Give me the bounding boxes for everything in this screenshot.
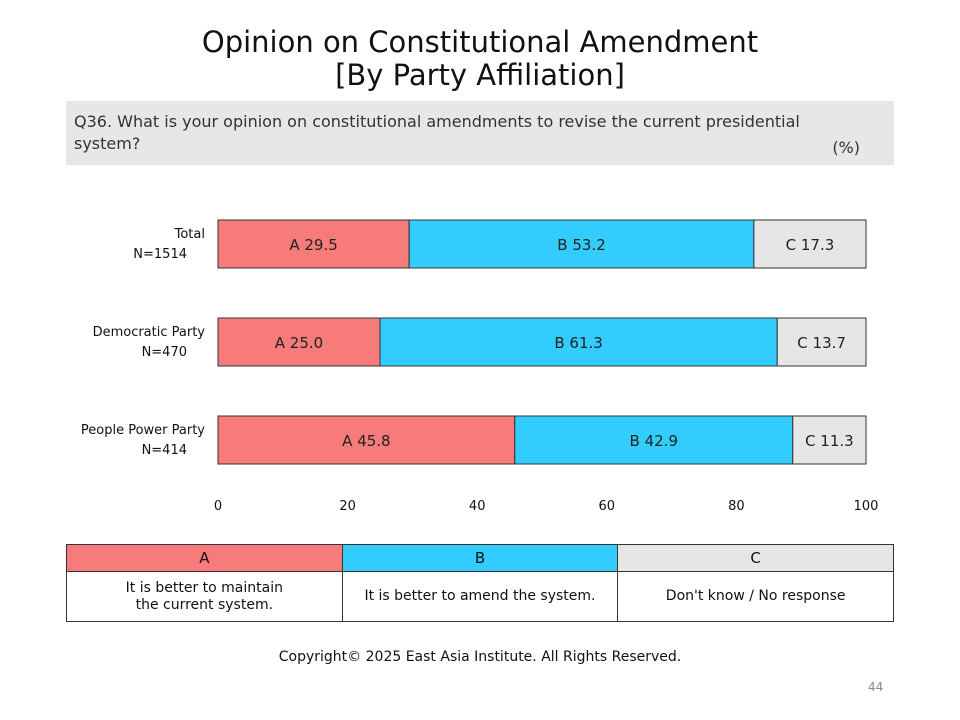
category-n-label: N=470 [142,345,187,360]
x-tick-label: 60 [599,499,616,514]
legend-table: A B C It is better to maintain the curre… [66,544,894,622]
category-label: Democratic Party [93,325,206,340]
page-title: Opinion on Constitutional Amendment [By … [0,26,960,92]
bar-segment-b [408,219,755,269]
title-line-2: [By Party Affiliation] [335,58,625,92]
question-text: Q36. What is your opinion on constitutio… [74,112,800,153]
bar-segment-a [217,219,410,269]
x-tick-label: 40 [469,499,486,514]
bar-segment-b [514,415,794,465]
x-tick-label: 80 [728,499,745,514]
bar-data-label: B 61.3 [554,334,602,352]
question-box: Q36. What is your opinion on constitutio… [66,101,894,165]
category-n-label: N=1514 [133,247,187,262]
bar-data-label: C 11.3 [805,432,854,450]
bar-data-label: B 42.9 [630,432,678,450]
legend-header-a: A [66,544,343,572]
legend-desc-a: It is better to maintain the current sys… [66,571,343,622]
copyright-notice: Copyright© 2025 East Asia Institute. All… [278,649,682,665]
legend-desc-c: Don't know / No response [617,571,894,622]
legend-desc-b: It is better to amend the system. [341,571,619,622]
legend-desc-a-line1: It is better to maintain [125,579,283,596]
category-n-label: N=414 [142,443,187,458]
legend-header-b: B [341,544,619,572]
legend-desc-a-line2: the current system. [135,596,274,613]
bar-segment-c [792,415,867,465]
bar-segment-c [776,317,867,367]
x-tick-label: 0 [214,499,222,514]
bar-segment-a [217,415,516,465]
bar-data-label: A 29.5 [289,236,337,254]
bar-data-label: A 25.0 [275,334,323,352]
stacked-bar-chart: A 29.5 B 53.2 C 17.3 Total N=1514 A 25.0 B 61.… [81,219,879,514]
bar-data-label: C 13.7 [797,334,846,352]
x-tick-label: 100 [854,499,879,514]
bar-segment-b [379,317,778,367]
bar-data-label: C 17.3 [786,236,835,254]
bar-data-label: B 53.2 [557,236,605,254]
bar-segment-c [753,219,867,269]
page-number: 44 [868,680,884,694]
bar-segment-a [217,317,381,367]
title-line-1: Opinion on Constitutional Amendment [201,25,759,59]
unit-label: (%) [832,138,860,157]
category-label: Total [174,227,205,242]
category-label: People Power Party [81,423,205,438]
bar-data-label: A 45.8 [342,432,390,450]
x-tick-label: 20 [339,499,356,514]
legend-header-c: C [617,544,894,572]
